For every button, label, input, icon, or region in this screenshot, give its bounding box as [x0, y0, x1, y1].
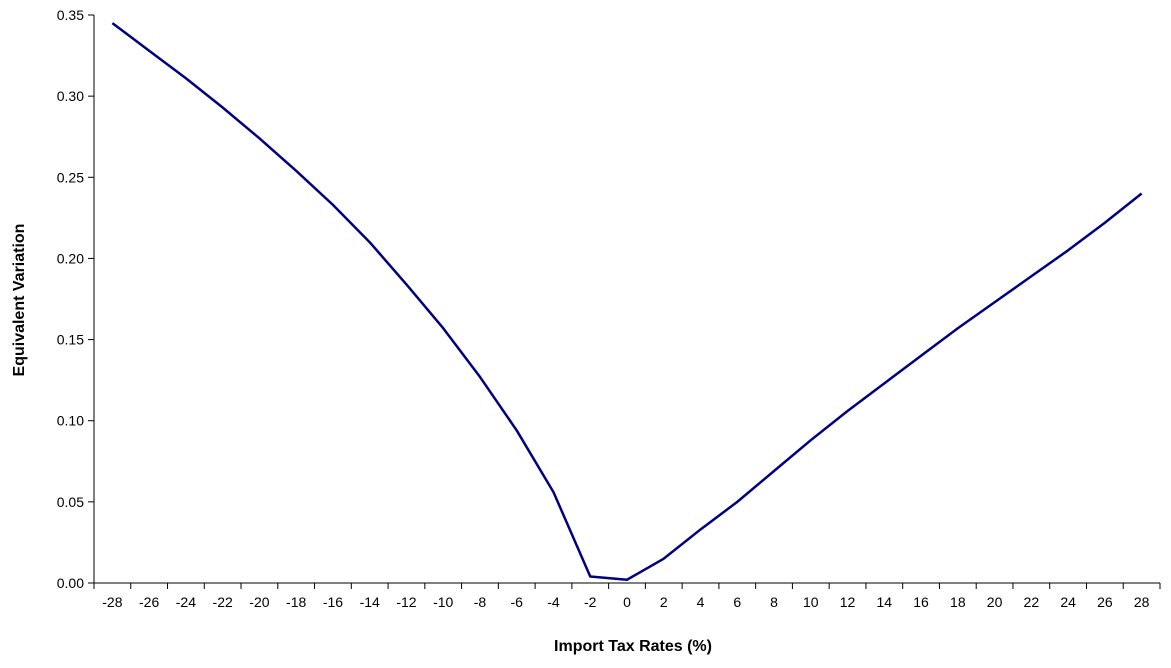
- x-tick-label: 28: [1134, 594, 1150, 610]
- x-tick-label: 4: [697, 594, 705, 610]
- x-tick-label: 2: [660, 594, 668, 610]
- x-tick-label: 18: [950, 594, 966, 610]
- x-tick-label: -14: [360, 594, 380, 610]
- x-tick-label: -6: [510, 594, 523, 610]
- x-tick-label: -26: [139, 594, 159, 610]
- x-tick-label: -20: [249, 594, 269, 610]
- y-tick-label: 0.25: [57, 169, 84, 185]
- x-tick-label: -18: [286, 594, 306, 610]
- x-tick-label: 22: [1024, 594, 1040, 610]
- x-axis-title: Import Tax Rates (%): [554, 638, 712, 655]
- x-tick-label: 20: [987, 594, 1003, 610]
- y-axis-title: Equivalent Variation: [11, 224, 28, 377]
- x-tick-label: 0: [623, 594, 631, 610]
- series-line: [111, 22, 1143, 581]
- y-tick-label: 0.30: [57, 88, 84, 104]
- x-tick-label: 26: [1097, 594, 1113, 610]
- x-tick-label: -24: [176, 594, 196, 610]
- x-tick-label: 8: [770, 594, 778, 610]
- y-tick-label: 0.05: [57, 494, 84, 510]
- x-tick-label: -8: [474, 594, 487, 610]
- y-tick-label: 0.15: [57, 332, 84, 348]
- x-tick-label: 6: [733, 594, 741, 610]
- x-tick-label: -28: [102, 594, 122, 610]
- series-layer: [111, 22, 1143, 581]
- x-tick-label: -2: [584, 594, 597, 610]
- x-tick-label: 10: [803, 594, 819, 610]
- y-tick-label: 0.00: [57, 575, 84, 591]
- x-tick-label: -12: [396, 594, 416, 610]
- x-tick-label: 14: [877, 594, 893, 610]
- x-tick-label: 24: [1060, 594, 1076, 610]
- x-tick-label: -16: [323, 594, 343, 610]
- y-tick-label: 0.10: [57, 413, 84, 429]
- y-tick-label: 0.35: [57, 7, 84, 23]
- x-tick-label: -22: [213, 594, 233, 610]
- ticks: [88, 14, 1161, 589]
- x-tick-label: -10: [433, 594, 453, 610]
- x-tick-label: -4: [547, 594, 560, 610]
- tick-labels: 0.000.050.100.150.200.250.300.35-28 -26 -2…: [57, 7, 1150, 610]
- axes: [93, 15, 1160, 584]
- x-tick-label: 16: [913, 594, 929, 610]
- y-tick-label: 0.20: [57, 250, 84, 266]
- x-tick-label: 12: [840, 594, 856, 610]
